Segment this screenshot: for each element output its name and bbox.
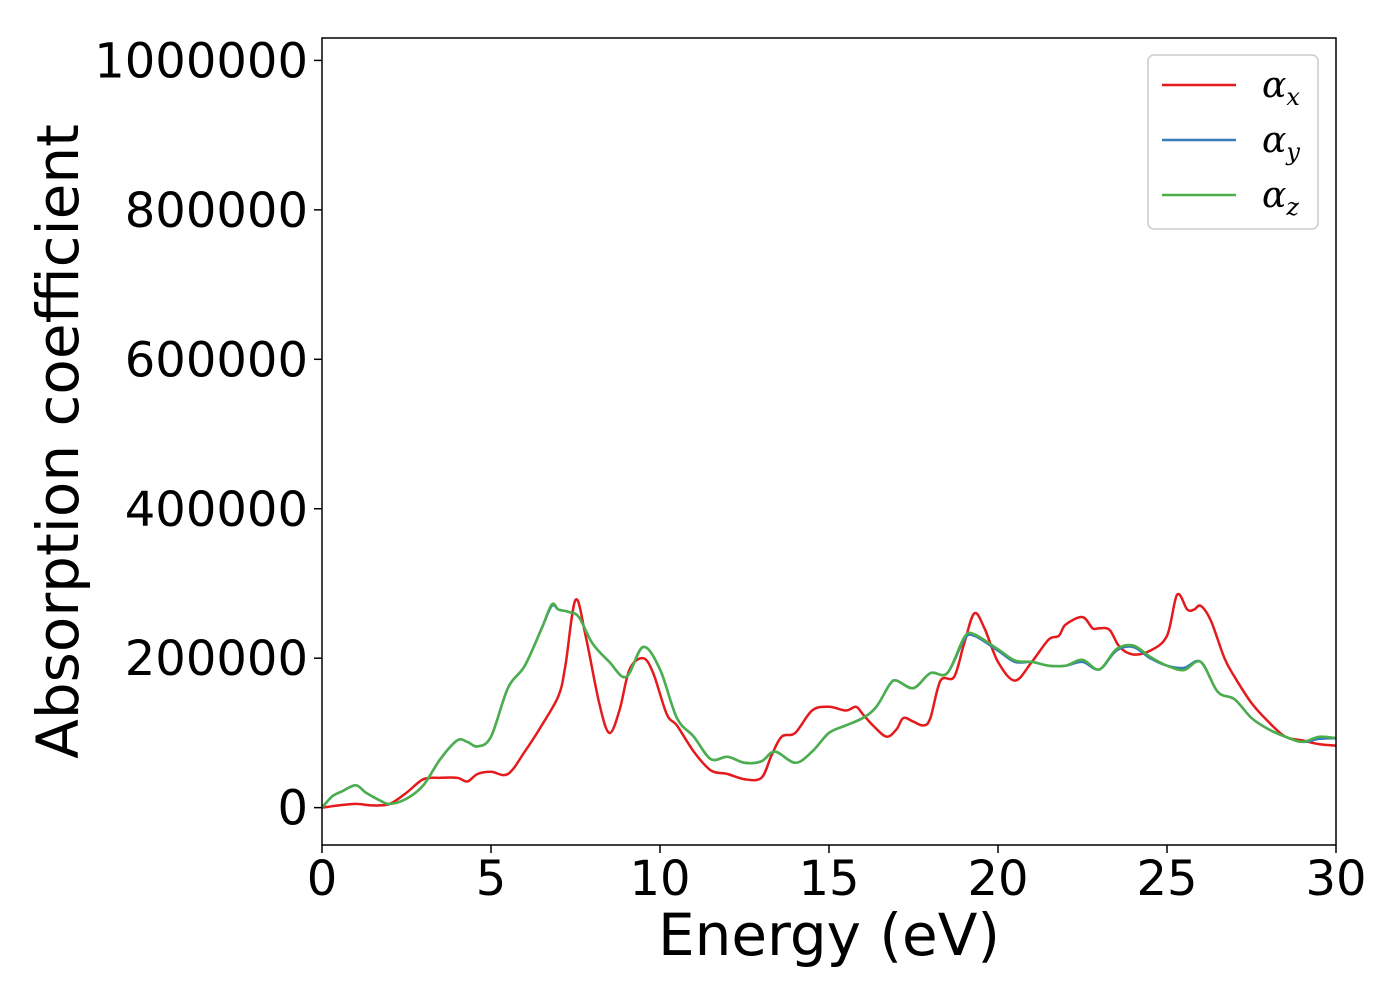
- y-tick-label: 800000: [125, 183, 308, 239]
- legend: αx αy αz: [1147, 54, 1319, 230]
- x-tick-label: 5: [476, 851, 507, 907]
- series-line-z: [322, 602, 1336, 809]
- y-tick-label: 200000: [125, 631, 308, 687]
- legend-box: [1147, 54, 1319, 230]
- legend-label-x: αx: [1262, 65, 1300, 111]
- y-tick-label: 400000: [125, 482, 308, 538]
- x-tick-label: 15: [798, 851, 859, 907]
- legend-label-y: αy: [1262, 120, 1300, 166]
- series-layer: [322, 592, 1336, 809]
- y-tick-label: 600000: [125, 332, 308, 388]
- x-tick-label: 25: [1136, 851, 1197, 907]
- x-tick-label: 30: [1305, 851, 1366, 907]
- x-tick-label: 0: [307, 851, 338, 907]
- ticks-layer: 0 5 10 15 20 25 30 0 200000 400000 600000 800000 100…: [94, 33, 1366, 907]
- x-axis-title: Energy (eV): [658, 901, 1000, 969]
- series-line-x: [322, 592, 1336, 809]
- x-tick-label: 10: [629, 851, 690, 907]
- y-axis-title: Absorption coefficient: [24, 124, 92, 759]
- x-tick-label: 20: [967, 851, 1028, 907]
- y-tick-label: 0: [277, 781, 308, 837]
- y-tick-label: 1000000: [94, 33, 308, 89]
- legend-label-z: αz: [1262, 175, 1299, 221]
